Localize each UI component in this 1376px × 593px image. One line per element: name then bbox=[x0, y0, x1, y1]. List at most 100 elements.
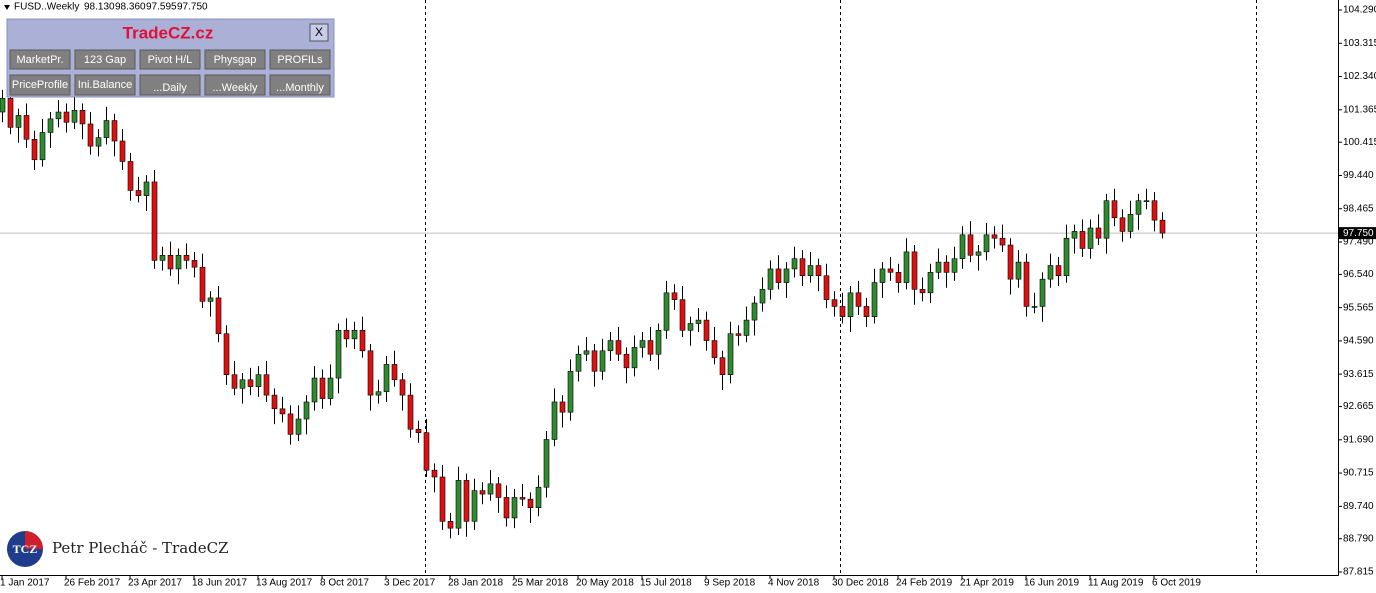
candle-body bbox=[143, 181, 150, 196]
panel-button-label[interactable]: MarketPr. bbox=[16, 54, 63, 66]
candle-body bbox=[7, 98, 14, 128]
candle-body bbox=[1047, 265, 1054, 280]
candle-body bbox=[831, 299, 838, 307]
candle-body bbox=[695, 319, 702, 324]
candle-body bbox=[111, 120, 118, 142]
candle-body bbox=[0, 98, 6, 113]
candle-body bbox=[623, 353, 630, 369]
panel-button-label[interactable]: ...Weekly bbox=[212, 82, 258, 94]
panel-button-label[interactable]: Ini.Balance bbox=[78, 79, 132, 91]
y-tick-label: 94.590 bbox=[1343, 336, 1374, 347]
candle-body bbox=[1079, 231, 1086, 249]
candle-body bbox=[271, 394, 278, 410]
candle-body bbox=[63, 111, 70, 123]
panel-button-label[interactable]: Pivot H/L bbox=[148, 54, 193, 66]
tool-panel: TradeCZ.cz X MarketPr. 123 Gap Pivot H/L Ph… bbox=[6, 18, 335, 98]
panel-button[interactable] bbox=[9, 74, 71, 96]
panel-button[interactable] bbox=[139, 74, 201, 96]
candle-body bbox=[1103, 200, 1110, 239]
x-tick-label: 21 Apr 2019 bbox=[960, 578, 1014, 589]
candle-body bbox=[807, 265, 814, 277]
x-tick-label: 6 Oct 2019 bbox=[1152, 578, 1201, 589]
candle-body bbox=[711, 340, 718, 358]
candle-body bbox=[991, 234, 998, 239]
candle-body bbox=[823, 275, 830, 300]
candle-body bbox=[103, 120, 110, 138]
watermark: TCZ Petr Plecháč - TradeCZ bbox=[7, 531, 229, 567]
candle-body bbox=[767, 268, 774, 290]
panel-button-label[interactable]: Physgap bbox=[214, 54, 257, 66]
candle-body bbox=[471, 490, 478, 522]
candle-body bbox=[903, 251, 910, 283]
candle-body bbox=[351, 330, 358, 340]
candle-body bbox=[799, 258, 806, 277]
candle-body bbox=[1023, 261, 1030, 307]
candle-body bbox=[879, 268, 886, 283]
ohlc-high: 98.360 bbox=[115, 2, 146, 13]
candle-body bbox=[23, 115, 30, 140]
candle-body bbox=[887, 268, 894, 273]
panel-button[interactable] bbox=[139, 49, 201, 70]
candle-body bbox=[1151, 200, 1158, 221]
candle-body bbox=[175, 254, 182, 270]
panel-button[interactable] bbox=[9, 49, 71, 70]
candle-body bbox=[543, 439, 550, 488]
ohlc-low: 97.595 bbox=[146, 2, 177, 13]
candle-body bbox=[199, 266, 206, 302]
candle-body bbox=[287, 413, 294, 435]
y-tick-label: 95.565 bbox=[1343, 302, 1374, 313]
candle-body bbox=[719, 357, 726, 375]
candle-body bbox=[655, 330, 662, 355]
close-label[interactable]: X bbox=[315, 25, 323, 39]
panel-button-label[interactable]: ...Monthly bbox=[276, 82, 324, 94]
panel-button[interactable] bbox=[204, 49, 266, 70]
y-tick-label: 89.740 bbox=[1343, 501, 1374, 512]
x-tick-label: 28 Jan 2018 bbox=[448, 578, 503, 589]
panel-button[interactable] bbox=[204, 74, 266, 96]
candle-body bbox=[727, 333, 734, 375]
candle-body bbox=[327, 377, 334, 399]
panel-button-label[interactable]: PriceProfile bbox=[12, 79, 68, 91]
candle-body bbox=[55, 111, 62, 120]
candle-body bbox=[687, 323, 694, 331]
x-tick-label: 15 Jul 2018 bbox=[640, 578, 692, 589]
panel-button[interactable] bbox=[269, 74, 331, 96]
candle-body bbox=[79, 110, 86, 125]
panel-button-label[interactable]: ...Daily bbox=[153, 82, 187, 94]
y-tick-label: 93.615 bbox=[1343, 369, 1374, 380]
candle-body bbox=[159, 254, 166, 261]
candle-body bbox=[583, 350, 590, 355]
candle-body bbox=[303, 401, 310, 420]
candle-body bbox=[847, 292, 854, 317]
dropdown-icon[interactable] bbox=[4, 5, 10, 10]
candle-body bbox=[895, 272, 902, 283]
candle-body bbox=[383, 364, 390, 393]
panel-button[interactable] bbox=[74, 74, 136, 96]
ohlc-open: 98.130 bbox=[84, 2, 115, 13]
logo-text: TCZ bbox=[13, 542, 38, 556]
panel-button[interactable] bbox=[74, 49, 136, 70]
candle-body bbox=[671, 292, 678, 300]
x-tick-label: 13 Aug 2017 bbox=[256, 578, 313, 589]
candle-body bbox=[591, 350, 598, 372]
y-tick-label: 100.415 bbox=[1343, 137, 1376, 148]
panel-button[interactable] bbox=[269, 49, 331, 70]
panel-button-label[interactable]: 123 Gap bbox=[84, 54, 126, 66]
candle-body bbox=[255, 374, 262, 387]
close-button[interactable] bbox=[309, 23, 329, 42]
candle-body bbox=[999, 237, 1006, 246]
candle-body bbox=[663, 292, 670, 331]
panel-button-label[interactable]: PROFILs bbox=[277, 54, 323, 66]
candle-body bbox=[119, 140, 126, 162]
candle-body bbox=[1055, 265, 1062, 277]
candle-body bbox=[919, 289, 926, 294]
ohlc-close: 97.750 bbox=[177, 2, 208, 13]
y-tick-label: 96.540 bbox=[1343, 269, 1374, 280]
y-tick-label: 103.315 bbox=[1343, 38, 1376, 49]
candle-body bbox=[927, 272, 934, 294]
y-tick-label: 87.815 bbox=[1343, 567, 1374, 578]
candle-body bbox=[943, 261, 950, 273]
candle-body bbox=[39, 132, 46, 161]
candle-body bbox=[391, 364, 398, 381]
candle-body bbox=[247, 379, 254, 387]
